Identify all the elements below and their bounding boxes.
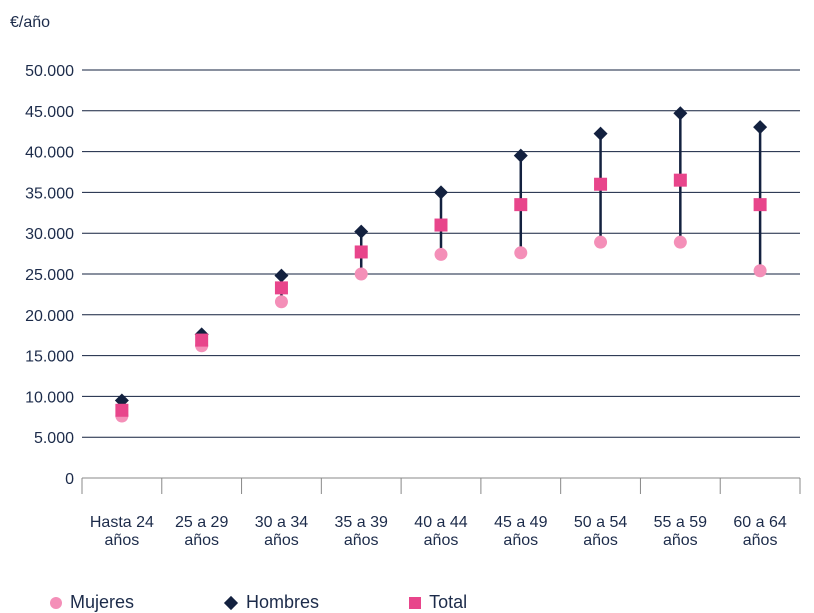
x-tick-label: 45 a 49 años bbox=[494, 514, 547, 549]
diamond-marker-icon bbox=[223, 595, 239, 610]
hombres-point bbox=[753, 120, 768, 135]
y-axis-ticks: 0 5.000 10.000 15.000 20.000 25.000 30.000 35.0… bbox=[25, 63, 74, 488]
square-marker-icon bbox=[409, 596, 422, 609]
total-point bbox=[753, 198, 767, 212]
total-point bbox=[195, 333, 209, 347]
mujeres-point bbox=[673, 235, 687, 249]
hombres-point bbox=[513, 148, 528, 163]
mujeres-point bbox=[594, 235, 608, 249]
total-point bbox=[434, 218, 448, 232]
legend-item-hombres: Hombres bbox=[223, 592, 320, 613]
y-tick-label: 20.000 bbox=[25, 308, 74, 325]
y-tick-label: 0 bbox=[65, 471, 74, 488]
x-tick-label: 50 a 54 años bbox=[574, 514, 627, 549]
y-tick-label: 50.000 bbox=[25, 63, 74, 80]
y-tick-label: 45.000 bbox=[25, 104, 74, 121]
hombres-point bbox=[274, 268, 289, 283]
legend-label-hombres: Hombres bbox=[246, 592, 320, 612]
mujeres-point bbox=[514, 246, 528, 260]
total-point bbox=[594, 177, 608, 191]
x-axis: Hasta 24 años 25 a 29 años 30 a 34 años 35 a 3… bbox=[81, 477, 801, 549]
hombres-point bbox=[673, 106, 688, 121]
legend-item-total: Total bbox=[409, 592, 467, 613]
y-tick-label: 25.000 bbox=[25, 267, 74, 284]
hombres-point bbox=[593, 126, 608, 141]
legend-label-mujeres: Mujeres bbox=[70, 592, 135, 612]
x-tick-label: 35 a 39 años bbox=[335, 514, 388, 549]
legend-item-mujeres: Mujeres bbox=[50, 592, 134, 613]
x-tick-label: 55 a 59 años bbox=[654, 514, 707, 549]
x-tick-label: 60 a 64 años bbox=[733, 514, 786, 549]
total-point bbox=[673, 173, 687, 187]
mujeres-point bbox=[274, 295, 288, 309]
y-tick-label: 35.000 bbox=[25, 185, 74, 202]
mujeres-point bbox=[354, 267, 368, 281]
total-point bbox=[274, 281, 288, 295]
y-unit-label: €/año bbox=[10, 14, 50, 31]
mujeres-point bbox=[434, 247, 448, 261]
mujeres-point bbox=[753, 264, 767, 278]
circle-marker-icon bbox=[50, 596, 62, 609]
y-tick-label: 10.000 bbox=[25, 389, 74, 406]
x-tick-label: 40 a 44 años bbox=[414, 514, 467, 549]
total-point bbox=[115, 403, 129, 417]
legend-label-total: Total bbox=[429, 592, 468, 612]
hombres-point bbox=[434, 185, 448, 200]
y-tick-label: 40.000 bbox=[25, 145, 74, 162]
data-marks bbox=[114, 106, 768, 423]
y-tick-label: 5.000 bbox=[34, 430, 74, 447]
x-tick-label: 30 a 34 años bbox=[255, 514, 308, 549]
range-lines bbox=[120, 113, 762, 416]
y-tick-label: 30.000 bbox=[25, 226, 74, 243]
legend: Mujeres Hombres Total bbox=[50, 592, 557, 613]
total-point bbox=[354, 245, 368, 259]
x-tick-label: Hasta 24 años bbox=[90, 514, 154, 549]
hombres-point bbox=[354, 224, 369, 239]
x-tick-label: 25 a 29 años bbox=[175, 514, 228, 549]
total-point bbox=[514, 198, 528, 212]
y-tick-label: 15.000 bbox=[25, 349, 74, 366]
